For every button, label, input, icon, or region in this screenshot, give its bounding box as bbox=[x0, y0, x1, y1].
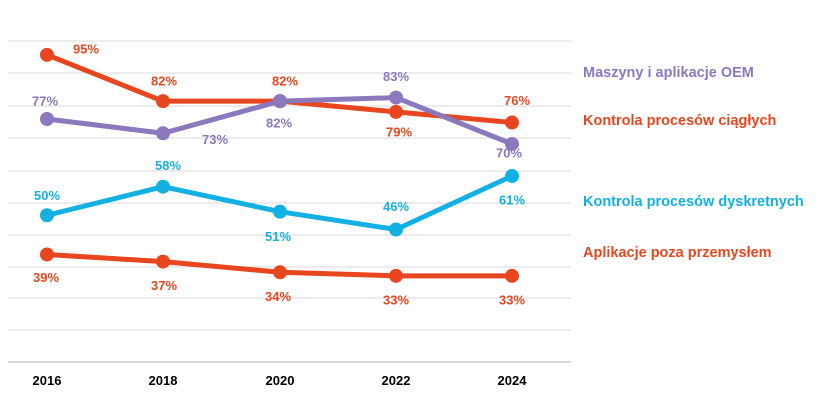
data-point bbox=[40, 47, 54, 62]
data-point bbox=[273, 265, 287, 280]
x-tick-label: 2020 bbox=[266, 373, 295, 388]
data-point bbox=[40, 111, 54, 126]
data-label: 39% bbox=[33, 270, 59, 285]
data-points bbox=[40, 47, 519, 283]
data-point bbox=[389, 90, 403, 105]
data-point bbox=[156, 254, 170, 269]
data-label: 37% bbox=[151, 278, 177, 293]
data-label: 95% bbox=[73, 41, 99, 56]
series-line bbox=[44, 52, 515, 126]
data-label: 51% bbox=[265, 229, 291, 244]
data-label: 70% bbox=[496, 145, 522, 160]
data-label: 83% bbox=[383, 69, 409, 84]
data-point bbox=[505, 169, 519, 184]
data-point bbox=[505, 136, 519, 151]
x-tick-label: 2024 bbox=[498, 373, 528, 388]
data-label: 61% bbox=[499, 193, 525, 208]
legend-entry: Maszyny i aplikacje OEM bbox=[583, 65, 754, 81]
data-point bbox=[273, 204, 287, 219]
data-label: 46% bbox=[383, 199, 409, 214]
data-label: 33% bbox=[499, 292, 525, 307]
x-tick-label: 2022 bbox=[382, 373, 411, 388]
data-point bbox=[40, 208, 54, 223]
data-label: 79% bbox=[386, 124, 412, 139]
data-point bbox=[389, 268, 403, 283]
data-label: 33% bbox=[383, 292, 409, 307]
data-point bbox=[40, 247, 54, 262]
x-tick-label: 2016 bbox=[33, 373, 62, 388]
legend-entry: Aplikacje poza przemysłem bbox=[583, 245, 772, 261]
data-label: 77% bbox=[32, 93, 58, 108]
legend: Kontrola procesów ciągłych Maszyny i apli… bbox=[583, 65, 804, 261]
data-label: 58% bbox=[155, 158, 181, 173]
data-point bbox=[505, 115, 519, 130]
data-point bbox=[273, 94, 287, 109]
data-label: 82% bbox=[266, 116, 292, 131]
x-axis: 2016 2018 2020 2022 2024 bbox=[8, 361, 571, 388]
data-label: 34% bbox=[265, 289, 291, 304]
data-point bbox=[389, 104, 403, 119]
legend-entry: Kontrola procesów dyskretnych bbox=[583, 194, 804, 210]
data-label: 82% bbox=[272, 74, 298, 89]
legend-entry: Kontrola procesów ciągłych bbox=[583, 113, 776, 129]
data-point bbox=[156, 126, 170, 141]
data-point bbox=[156, 179, 170, 194]
x-tick-label: 2018 bbox=[149, 373, 178, 388]
data-point bbox=[505, 268, 519, 283]
data-label: 73% bbox=[202, 132, 228, 147]
data-labels: 95% 82% 82% 79% 76% 77% 73% 82% 83% 70% 50% 58% 51% 4… bbox=[32, 41, 530, 307]
data-point bbox=[156, 94, 170, 109]
data-label: 50% bbox=[34, 188, 60, 203]
data-label: 82% bbox=[151, 74, 177, 89]
data-point bbox=[389, 222, 403, 237]
data-label: 76% bbox=[504, 93, 530, 108]
